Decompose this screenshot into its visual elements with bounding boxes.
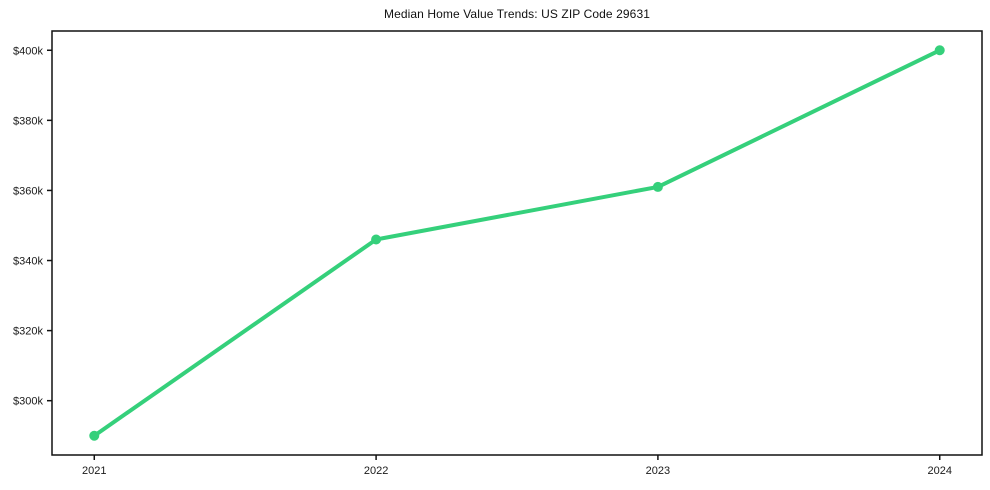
y-tick-label: $400k xyxy=(13,45,43,57)
y-tick-label: $300k xyxy=(13,396,43,408)
plot-frame xyxy=(51,30,983,456)
data-point xyxy=(652,181,663,192)
x-tick-label: 2021 xyxy=(82,465,106,477)
y-tick-label: $340k xyxy=(13,256,43,268)
data-point xyxy=(371,234,382,245)
x-tick-label: 2023 xyxy=(646,465,670,477)
y-tick-label: $360k xyxy=(13,185,43,197)
y-tick-label: $320k xyxy=(13,326,43,338)
chart-title: Median Home Value Trends: US ZIP Code 29… xyxy=(383,7,650,21)
y-tick-label: $380k xyxy=(13,115,43,127)
trend-line xyxy=(92,48,942,438)
data-point xyxy=(934,45,945,56)
x-tick-label: 2022 xyxy=(364,465,388,477)
x-tick-label: 2024 xyxy=(927,465,951,477)
data-point xyxy=(89,430,100,441)
